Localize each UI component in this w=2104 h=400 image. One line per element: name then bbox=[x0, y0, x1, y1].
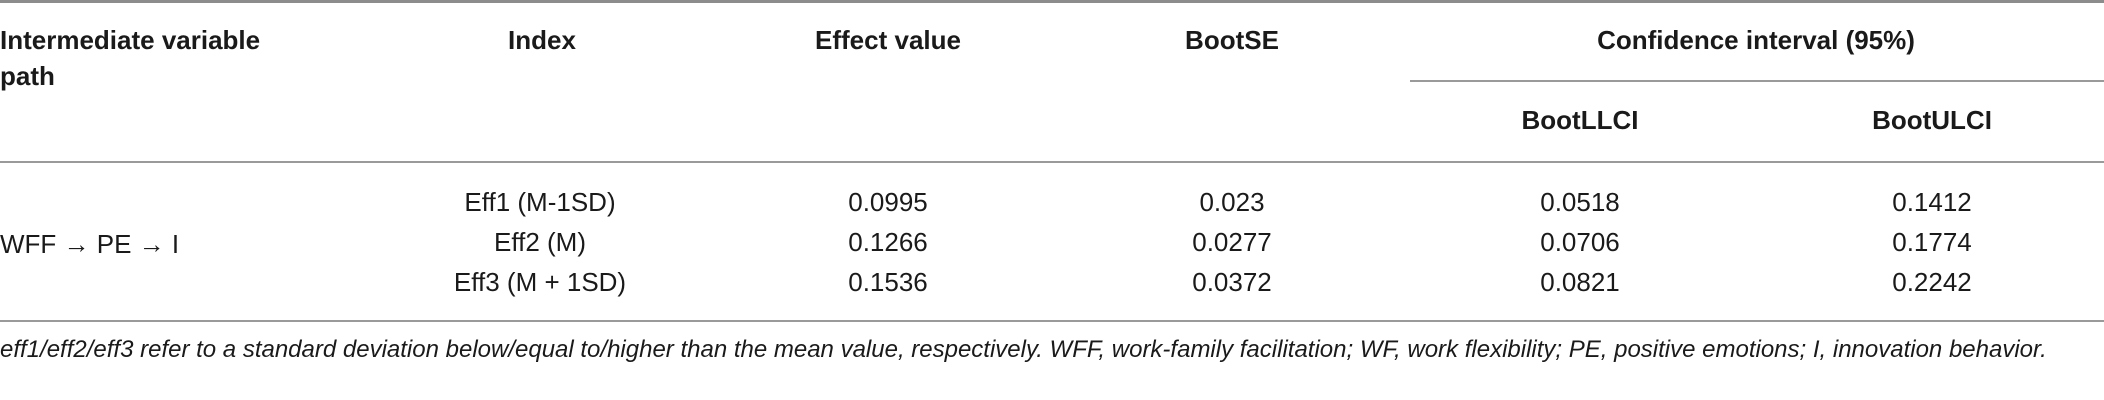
cell-bootse: 0.0372 bbox=[1192, 267, 1272, 297]
cell-bootse: 0.0277 bbox=[1192, 227, 1272, 257]
cell-effect: 0.0995 bbox=[848, 187, 928, 217]
ci-span-rule bbox=[1410, 80, 2104, 82]
cell-bootllci: 0.0706 bbox=[1540, 227, 1620, 257]
cell-bootulci: 0.2242 bbox=[1892, 267, 1972, 297]
header-path: Intermediate variable path bbox=[0, 22, 260, 94]
cell-effect: 0.1266 bbox=[848, 227, 928, 257]
path-label: WFF → PE → I bbox=[0, 229, 180, 259]
header-bootulci: BootULCI bbox=[1872, 105, 1992, 135]
table-footnote: eff1/eff2/eff3 refer to a standard devia… bbox=[0, 336, 2047, 363]
header-path-line1: Intermediate variable bbox=[0, 25, 261, 55]
header-index: Index bbox=[508, 25, 576, 55]
header-bottom-rule bbox=[0, 161, 2104, 163]
cell-index: Eff3 (M + 1SD) bbox=[453, 267, 627, 297]
header-bootse: BootSE bbox=[1185, 25, 1279, 55]
cell-index: Eff2 (M) bbox=[494, 227, 586, 257]
cell-bootllci: 0.0821 bbox=[1540, 267, 1620, 297]
cell-bootse: 0.023 bbox=[1199, 187, 1265, 217]
cell-effect: 0.1536 bbox=[848, 267, 928, 297]
cell-bootulci: 0.1774 bbox=[1892, 227, 1972, 257]
table-top-rule bbox=[0, 0, 2104, 3]
table-bottom-rule bbox=[0, 320, 2104, 322]
header-path-line2: path bbox=[0, 61, 55, 91]
cell-index: Eff1 (M-1SD) bbox=[464, 187, 616, 217]
header-bootllci: BootLLCI bbox=[1521, 105, 1639, 135]
cell-bootllci: 0.0518 bbox=[1540, 187, 1620, 217]
cell-bootulci: 0.1412 bbox=[1892, 187, 1972, 217]
header-confidence-interval: Confidence interval (95%) bbox=[1597, 25, 1915, 55]
header-effect-value: Effect value bbox=[815, 25, 961, 55]
